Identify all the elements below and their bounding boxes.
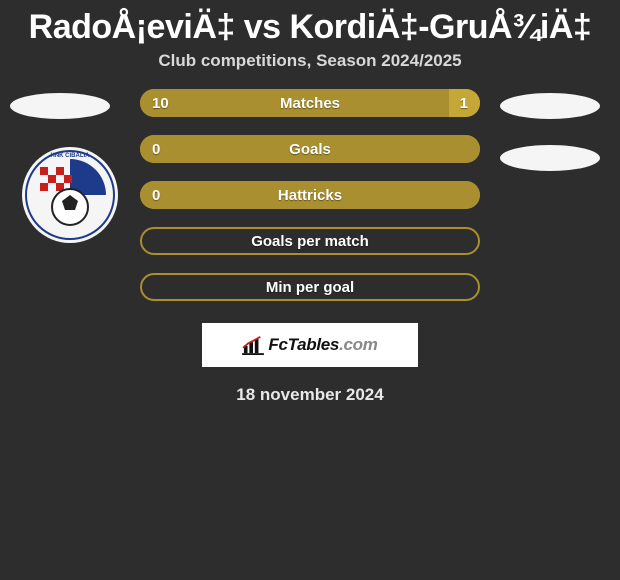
player-photo-placeholder-right-2	[500, 145, 600, 171]
club-logo-left: HNK CIBALIA	[20, 145, 120, 245]
snapshot-date: 18 november 2024	[0, 385, 620, 405]
stat-value-left: 0	[152, 135, 160, 163]
stat-row-goals: Goals0	[140, 135, 480, 163]
stat-label: Matches	[140, 89, 480, 117]
brand-footer[interactable]: FcTables.com	[202, 323, 418, 367]
brand-text: FcTables.com	[268, 335, 377, 355]
stat-row-matches: Matches10 1	[140, 89, 480, 117]
bar-chart-icon	[242, 335, 264, 355]
stat-row-goals-per-match: Goals per match	[140, 227, 480, 255]
hnk-cibalia-logo-icon: HNK CIBALIA	[20, 145, 120, 245]
brand-name: FcTables	[268, 335, 339, 354]
season-subtitle: Club competitions, Season 2024/2025	[0, 51, 620, 89]
stat-value-left: 0	[152, 181, 160, 209]
player-photo-placeholder-left	[10, 93, 110, 119]
stat-value-right: 1	[460, 89, 468, 117]
player-photo-placeholder-right-1	[500, 93, 600, 119]
stat-label: Min per goal	[142, 275, 478, 299]
stat-label: Goals	[140, 135, 480, 163]
stat-label: Hattricks	[140, 181, 480, 209]
comparison-card: RadoÅ¡eviÄ‡ vs KordiÄ‡-GruÅ¾iÄ‡ Club com…	[0, 0, 620, 405]
stat-rows: Matches101Goals0Hattricks0Goals per matc…	[140, 89, 480, 301]
stat-value-left: 10	[152, 89, 169, 117]
page-title: RadoÅ¡eviÄ‡ vs KordiÄ‡-GruÅ¾iÄ‡	[0, 0, 620, 51]
stat-row-min-per-goal: Min per goal	[140, 273, 480, 301]
stat-label: Goals per match	[142, 229, 478, 253]
stat-row-hattricks: Hattricks0	[140, 181, 480, 209]
brand-tld: .com	[339, 335, 377, 354]
comparison-content: HNK CIBALIA Matches101Goals0Hattricks0Go…	[0, 89, 620, 405]
svg-text:HNK CIBALIA: HNK CIBALIA	[51, 153, 91, 159]
